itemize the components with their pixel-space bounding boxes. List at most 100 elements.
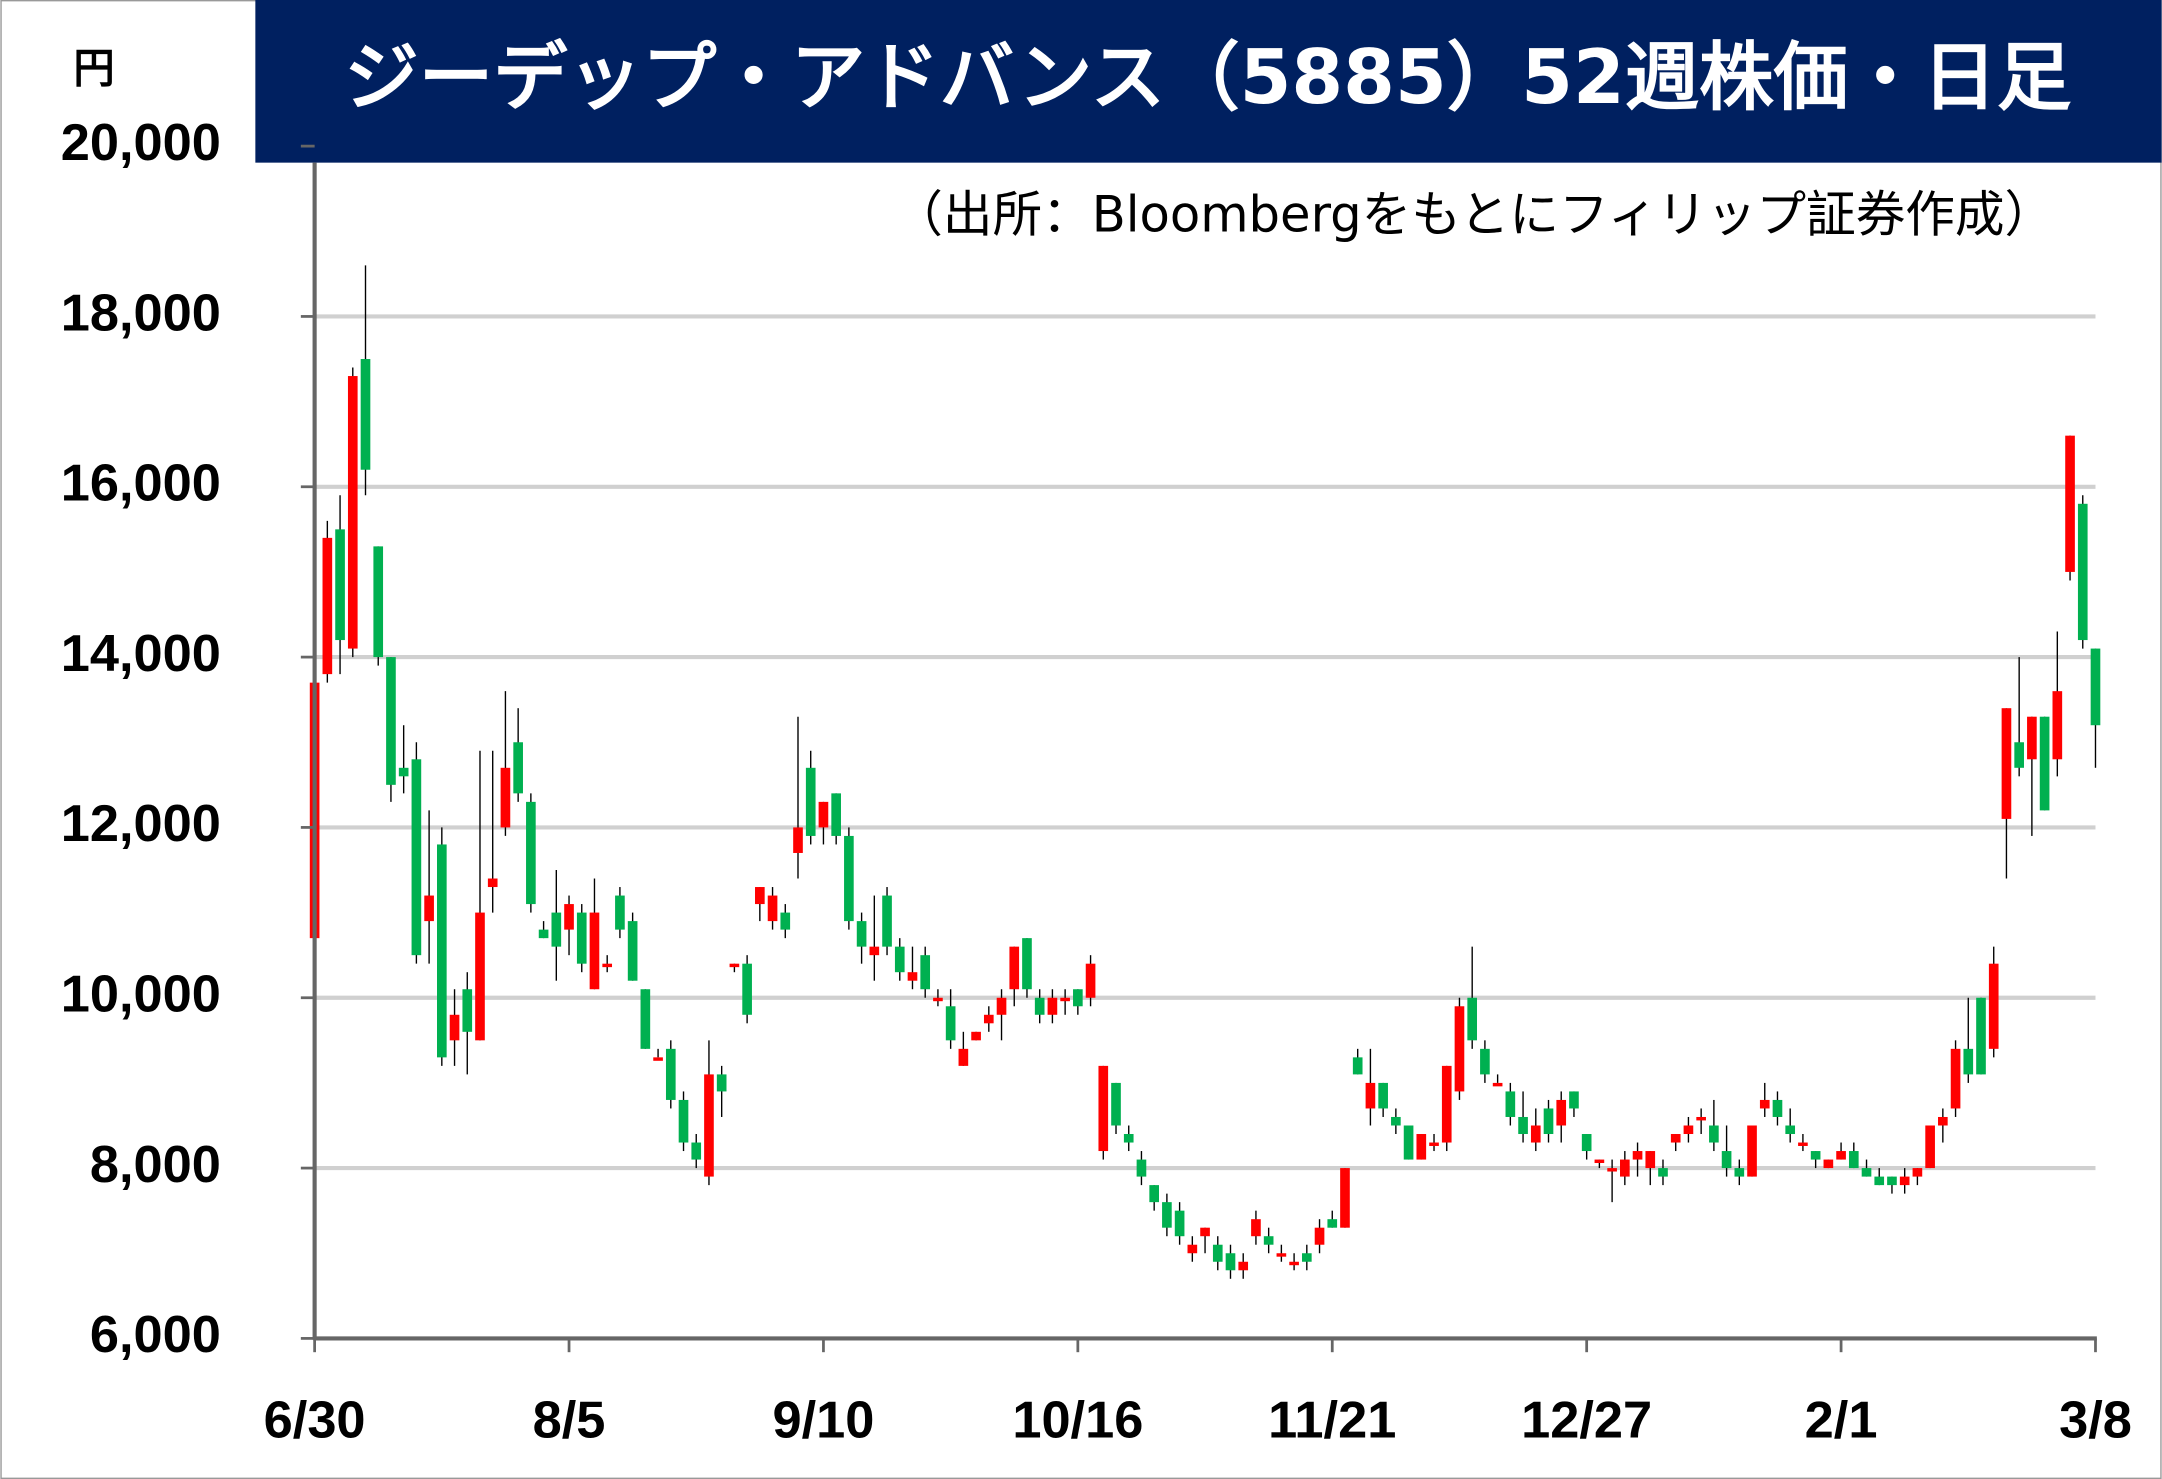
candle-body [1174, 1210, 1185, 1237]
candle-body [462, 989, 473, 1032]
candle-body [1810, 1151, 1821, 1160]
candle-body [1022, 938, 1032, 990]
ticks: 6,000 8,000 10,000 12,000 14,000 16,000 18,000… [61, 114, 2132, 1450]
candle-body [1709, 1125, 1719, 1143]
chart-title: ジーデップ・アドバンス（5885）52週株価・日足 [344, 34, 2071, 121]
x-tick-label: 9/10 [772, 1392, 874, 1450]
candle-body [920, 955, 931, 990]
candle-body [1352, 1057, 1363, 1075]
candle-body [971, 1031, 981, 1041]
candle-body [665, 1048, 676, 1100]
candle-body [1848, 1151, 1859, 1169]
candle-body [360, 359, 371, 470]
candle-body [322, 537, 333, 675]
candle-body [856, 921, 867, 947]
candle-body [1187, 1244, 1198, 1254]
candle-body [1976, 997, 1986, 1075]
candle-body [1594, 1159, 1605, 1164]
x-tick-label: 3/8 [2059, 1392, 2132, 1450]
candle-body [1136, 1159, 1147, 1177]
candle-body [1225, 1253, 1236, 1271]
candle-body [2090, 648, 2101, 726]
candle-body [1429, 1142, 1439, 1146]
candle-body [526, 801, 536, 905]
candle-body [1899, 1176, 1910, 1186]
candle-body [1696, 1116, 1706, 1121]
candle-body [1060, 997, 1070, 1002]
candle-body [818, 801, 829, 828]
candle-body [1162, 1202, 1172, 1228]
x-tick-label: 11/21 [1268, 1392, 1396, 1450]
candle-body [487, 878, 498, 888]
candle-body [1149, 1185, 1159, 1203]
candle-body [564, 904, 574, 930]
candle-body [767, 895, 778, 922]
candle-body [1480, 1048, 1490, 1075]
y-unit: 円 [73, 45, 114, 93]
candle-body [373, 546, 384, 658]
candle-body [958, 1048, 969, 1066]
candle-body [347, 376, 358, 649]
candle-body [1887, 1176, 1897, 1186]
candle-body [576, 912, 587, 964]
candle-body [602, 963, 613, 968]
candle-body [894, 946, 905, 973]
candle-body [1403, 1125, 1414, 1160]
candle-body [386, 657, 396, 785]
source-note: （出所：Bloombergをもとにフィリップ証券作成） [893, 185, 2054, 243]
candle-body [1276, 1253, 1287, 1257]
candle-body [1454, 1006, 1465, 1092]
candle-body [2039, 716, 2050, 811]
candle-body [1734, 1168, 1745, 1177]
candle-body [1620, 1159, 1630, 1177]
candle-body [1670, 1134, 1681, 1143]
candle-body [1963, 1048, 1974, 1075]
candle-body [729, 963, 740, 968]
candle-body [2027, 716, 2037, 760]
y-tick-label: 12,000 [61, 795, 221, 853]
candle-body [780, 912, 791, 930]
candle-body [500, 767, 511, 828]
candle-body [475, 912, 485, 1041]
candle-body [755, 887, 765, 905]
candle-body [1950, 1048, 1961, 1109]
candle-body [1365, 1082, 1376, 1109]
candle-body [742, 963, 752, 1015]
candle-body [716, 1074, 727, 1092]
candle-body [983, 1014, 994, 1024]
candle-body [551, 912, 562, 947]
grid [314, 314, 2096, 1171]
candle-body [1073, 989, 1083, 1007]
candle-body [424, 895, 434, 922]
candle-body [1009, 946, 1020, 990]
x-tick-label: 2/1 [1805, 1392, 1878, 1450]
candle-body [2052, 691, 2063, 760]
candle-body [1925, 1125, 1935, 1169]
candle-body [1683, 1125, 1694, 1135]
candle-body [1721, 1151, 1732, 1169]
candle-body [411, 759, 422, 956]
candle-body [1505, 1091, 1516, 1117]
candle-body [1416, 1134, 1427, 1160]
candle-body [1785, 1125, 1796, 1135]
candle-body [1632, 1151, 1643, 1160]
candle-body [1759, 1099, 1770, 1109]
candle-body [1988, 963, 1999, 1049]
candle-body [615, 895, 625, 930]
candle-body [996, 997, 1007, 1015]
candle-body [1823, 1159, 1834, 1169]
candle-body [1085, 963, 1096, 998]
y-tick-label: 10,000 [61, 966, 221, 1024]
candle-body [1378, 1082, 1388, 1109]
candle-body [589, 912, 600, 990]
candle-body [1340, 1168, 1350, 1228]
candle-body [1938, 1116, 1948, 1126]
candle-body [1111, 1082, 1121, 1126]
candle-body [1098, 1065, 1109, 1152]
y-tick-label: 16,000 [61, 455, 221, 513]
candle-body [1518, 1116, 1528, 1135]
candle-body [1467, 997, 1478, 1041]
candle-body [2014, 742, 2024, 768]
candle-body [1492, 1082, 1503, 1087]
